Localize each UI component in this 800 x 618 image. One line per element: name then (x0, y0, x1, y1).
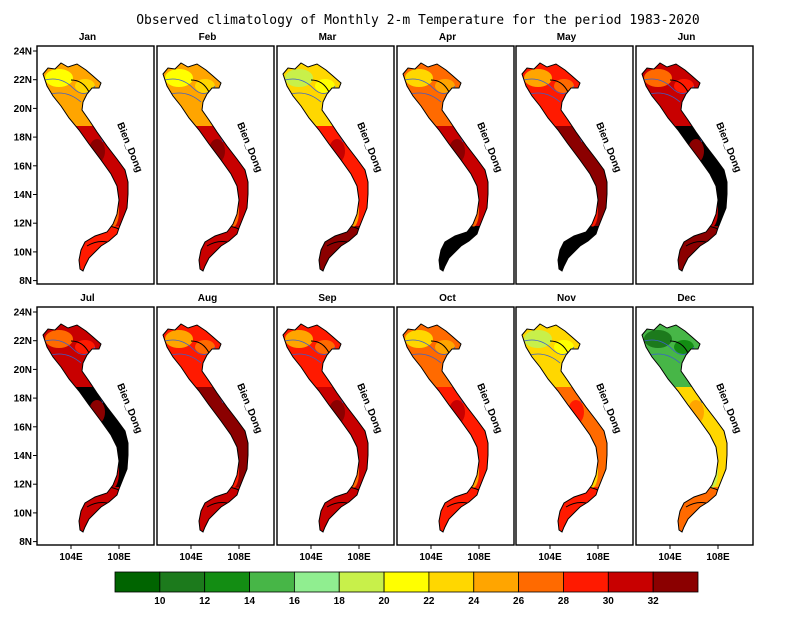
lat-tick-label: 10N (14, 508, 32, 519)
colorbar-label: 20 (379, 596, 391, 607)
map-panel-dec: DecBien_Dong104E108E (636, 293, 753, 563)
lat-tick-label: 16N (14, 422, 32, 433)
lat-tick-label: 12N (14, 219, 32, 230)
map-panel-oct: OctBien_Dong104E108E (397, 293, 514, 563)
lat-tick-label: 8N (19, 276, 32, 287)
map-panel-may: MayBien_Dong (516, 32, 633, 286)
lat-tick-label: 16N (14, 161, 32, 172)
map-panel-jan: JanBien_Dong24N22N20N18N16N14N12N10N8N (14, 32, 154, 287)
lat-tick-label: 22N (14, 75, 32, 86)
colorbar-segment (160, 572, 205, 592)
map-panel-nov: NovBien_Dong104E108E (516, 293, 633, 563)
lon-tick-label: 104E (538, 552, 562, 563)
colorbar-segment (250, 572, 295, 592)
colorbar-segment (339, 572, 384, 592)
panel-title: Oct (439, 293, 456, 304)
lon-tick-label: 108E (347, 552, 371, 563)
lat-tick-label: 18N (14, 133, 32, 144)
map-panel-aug: AugBien_Dong104E108E (157, 293, 274, 563)
colorbar: 10 12 14 16 18 20 22 24 26 28 30 32 (115, 572, 698, 607)
lat-tick-label: 24N (14, 47, 32, 58)
panel-title: Jun (678, 32, 696, 43)
lat-tick-label: 8N (19, 537, 32, 548)
lon-tick-label: 104E (658, 552, 682, 563)
lon-tick-label: 108E (107, 552, 131, 563)
colorbar-label: 16 (289, 596, 301, 607)
panel-title: Jan (79, 32, 96, 43)
lat-tick-label: 14N (14, 190, 32, 201)
panel-title: Apr (439, 32, 456, 43)
colorbar-label: 12 (199, 596, 211, 607)
colorbar-segment (115, 572, 160, 592)
figure-title: Observed climatology of Monthly 2-m Temp… (136, 13, 700, 28)
lat-tick-label: 24N (14, 308, 32, 319)
panel-title: Mar (319, 32, 337, 43)
lat-tick-label: 10N (14, 247, 32, 258)
map-panel-jun: JunBien_Dong (636, 32, 753, 286)
colorbar-label: 32 (648, 596, 660, 607)
colorbar-label: 26 (513, 596, 525, 607)
lon-tick-label: 108E (467, 552, 491, 563)
colorbar-label: 10 (154, 596, 166, 607)
lon-tick-label: 104E (179, 552, 203, 563)
colorbar-segment (608, 572, 653, 592)
colorbar-segment (563, 572, 608, 592)
map-panel-feb: FebBien_Dong (157, 32, 274, 286)
lon-tick-label: 104E (299, 552, 323, 563)
map-panel-mar: MarBien_Dong (277, 32, 394, 286)
panel-title: Aug (198, 293, 217, 304)
colorbar-segment (474, 572, 519, 592)
colorbar-segment (519, 572, 564, 592)
lat-tick-label: 14N (14, 451, 32, 462)
panel-title: Feb (199, 32, 217, 43)
colorbar-segment (653, 572, 698, 592)
lat-tick-label: 12N (14, 480, 32, 491)
colorbar-segment (205, 572, 250, 592)
lat-tick-label: 18N (14, 394, 32, 405)
lat-tick-label: 20N (14, 365, 32, 376)
panel-title: May (557, 32, 577, 43)
colorbar-label: 18 (334, 596, 346, 607)
colorbar-segment (294, 572, 339, 592)
lon-tick-label: 104E (59, 552, 83, 563)
map-panel-apr: AprBien_Dong (397, 32, 514, 286)
colorbar-label: 24 (468, 596, 480, 607)
panel-title: Jul (80, 293, 95, 304)
map-panel-sep: SepBien_Dong104E108E (277, 293, 394, 563)
colorbar-label: 30 (603, 596, 615, 607)
lon-tick-label: 108E (706, 552, 730, 563)
colorbar-label: 14 (244, 596, 256, 607)
panel-title: Dec (677, 293, 696, 304)
colorbar-segment (429, 572, 474, 592)
colorbar-label: 28 (558, 596, 570, 607)
colorbar-segment (384, 572, 429, 592)
panel-title: Nov (557, 293, 576, 304)
map-panel-jul: JulBien_Dong24N22N20N18N16N14N12N10N8N10… (14, 293, 154, 563)
panel-title: Sep (318, 293, 336, 304)
lat-tick-label: 20N (14, 104, 32, 115)
lon-tick-label: 108E (586, 552, 610, 563)
lon-tick-label: 104E (419, 552, 443, 563)
colorbar-label: 22 (423, 596, 435, 607)
lat-tick-label: 22N (14, 336, 32, 347)
panel-grid: JanBien_Dong24N22N20N18N16N14N12N10N8NFe… (14, 32, 753, 563)
lon-tick-label: 108E (227, 552, 251, 563)
